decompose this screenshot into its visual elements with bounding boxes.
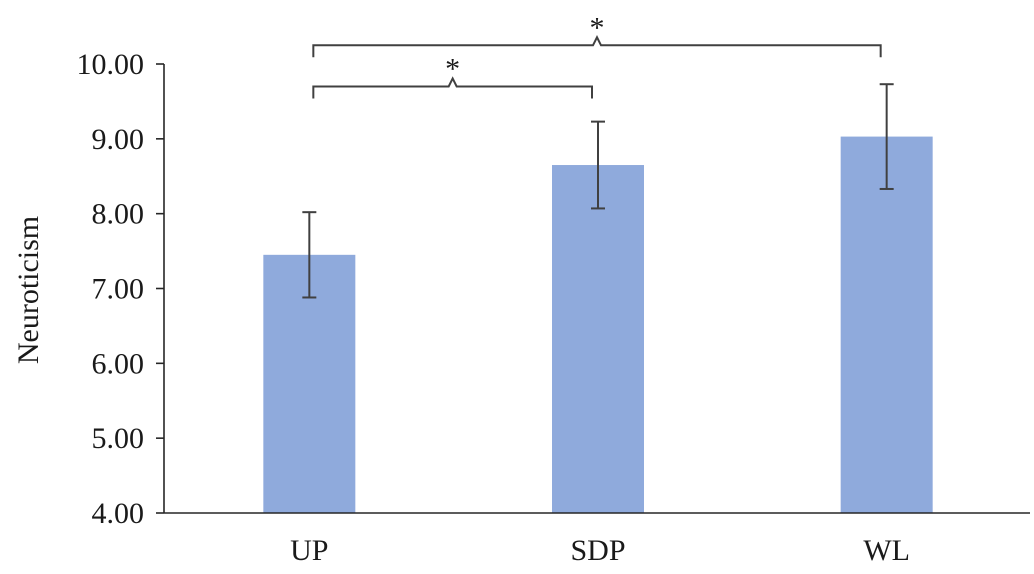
y-tick-label: 6.00	[92, 347, 145, 380]
y-tick-label: 8.00	[92, 198, 145, 231]
x-tick-label-wl: WL	[863, 534, 910, 567]
bar-wl	[840, 136, 933, 514]
significance-star: *	[590, 11, 605, 44]
x-tick-label-sdp: SDP	[570, 534, 625, 567]
y-tick-label: 4.00	[92, 497, 145, 530]
significance-bracket	[312, 35, 882, 58]
y-tick-label: 7.00	[92, 273, 145, 306]
y-tick-label: 5.00	[92, 422, 145, 455]
x-tick-label-up: UP	[290, 534, 328, 567]
significance-star: *	[445, 52, 460, 85]
bar-sdp	[552, 165, 644, 513]
y-tick-label: 9.00	[92, 123, 145, 156]
plot-area: 4.00 5.00 6.00 7.00 8.00 9.00 10.00 UP SDP WL * *	[77, 11, 1030, 567]
y-tick-label: 10.00	[77, 48, 145, 81]
significance-bracket	[312, 76, 593, 99]
y-axis-label: Neuroticism	[12, 216, 45, 364]
